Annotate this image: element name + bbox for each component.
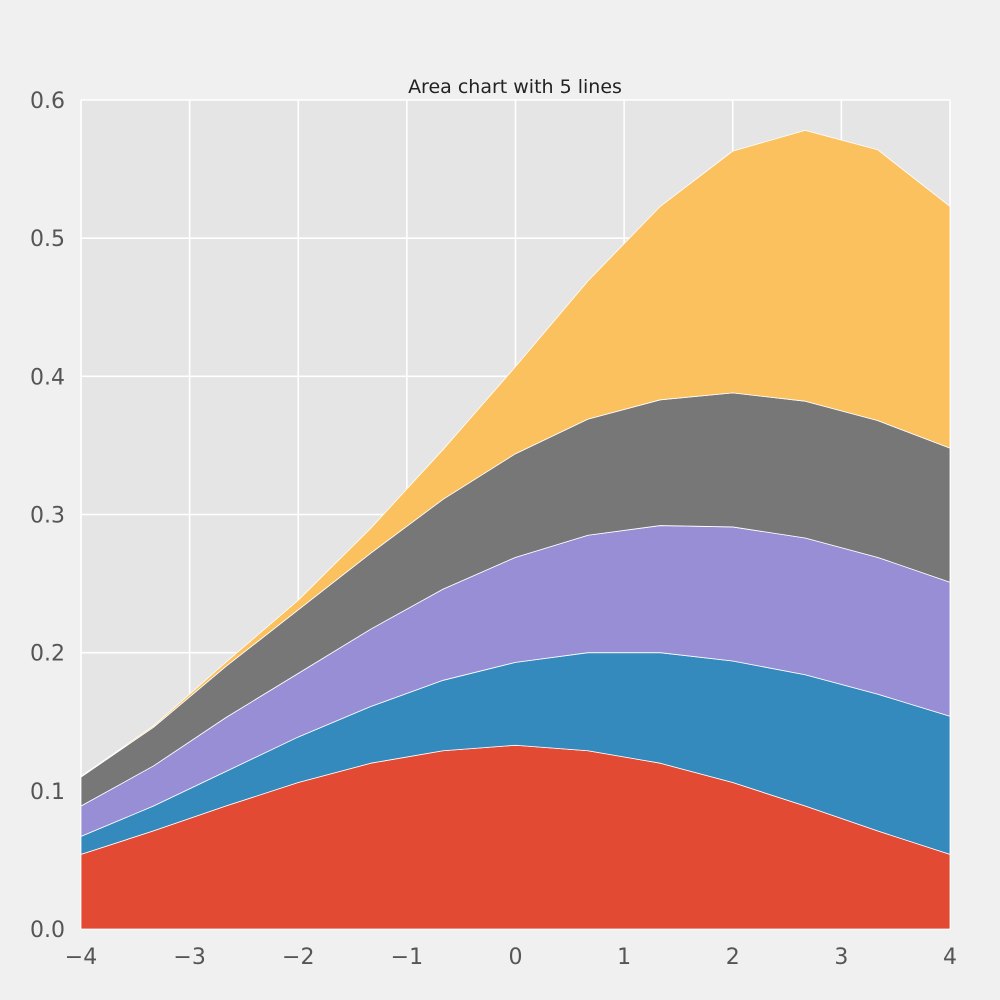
y-tick-label: 0.2	[30, 642, 65, 667]
y-tick-label: 0.5	[30, 227, 65, 252]
x-tick-label: −2	[282, 945, 314, 970]
y-tick-label: 0.6	[30, 89, 65, 114]
x-tick-label: −4	[65, 945, 97, 970]
x-tick-label: 4	[943, 945, 957, 970]
x-tick-label: −1	[391, 945, 423, 970]
y-tick-label: 0.1	[30, 780, 65, 805]
y-axis-ticks: 0.0 0.1 0.2 0.3 0.4 0.5 0.6	[30, 89, 65, 943]
y-tick-label: 0.3	[30, 504, 65, 529]
chart-title: Area chart with 5 lines	[408, 76, 622, 98]
x-tick-label: 0	[509, 945, 523, 970]
x-tick-label: 1	[617, 945, 631, 970]
x-axis-ticks: −4 −3 −2 −1 0 1 2 3 4	[65, 945, 957, 970]
area-series	[80, 130, 951, 930]
x-tick-label: −3	[173, 945, 205, 970]
x-tick-label: 3	[834, 945, 848, 970]
y-tick-label: 0.0	[30, 918, 65, 943]
area-series-5	[80, 130, 951, 778]
y-tick-label: 0.4	[30, 365, 65, 390]
x-tick-label: 2	[726, 945, 740, 970]
